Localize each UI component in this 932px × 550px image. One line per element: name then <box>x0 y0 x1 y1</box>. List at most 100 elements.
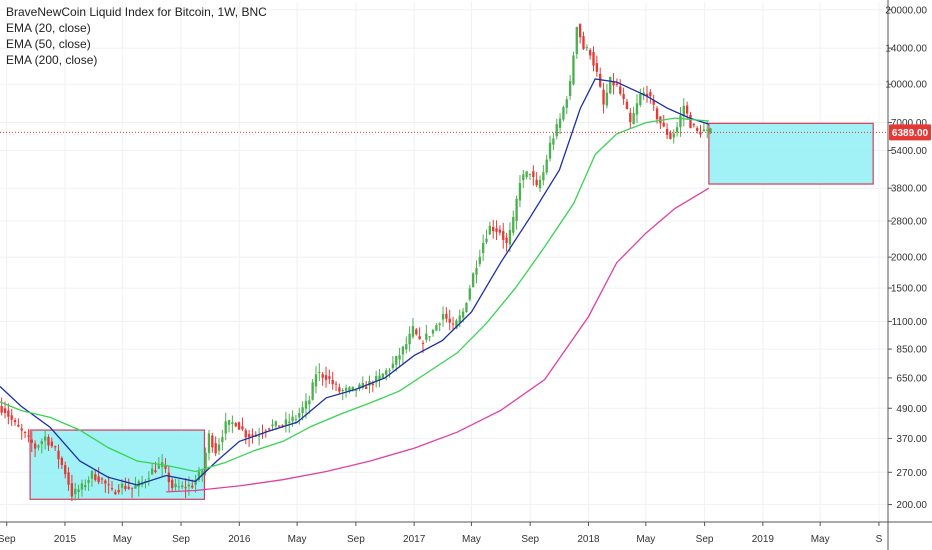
candle-body <box>629 112 632 123</box>
candle-body <box>582 36 585 49</box>
candle-body <box>23 431 27 433</box>
y-tick-label: 10000.00 <box>885 80 927 91</box>
candle-body <box>682 105 685 117</box>
candle-body <box>244 430 247 438</box>
candle-body <box>555 124 558 137</box>
candle-body <box>217 444 221 451</box>
candle-body <box>204 452 207 471</box>
candle-body <box>622 94 625 100</box>
candle-body <box>87 480 90 483</box>
candle-body <box>421 342 425 344</box>
candle-body <box>415 329 418 335</box>
legend-ema-20: EMA (20, close) <box>6 21 91 35</box>
candle-body <box>60 457 64 465</box>
candle-body <box>388 370 391 372</box>
candle-body <box>542 172 545 181</box>
candle-body <box>344 387 348 391</box>
candle-body <box>578 24 582 38</box>
candle-body <box>100 478 104 480</box>
candle-body <box>515 198 518 222</box>
candle-body <box>114 491 117 495</box>
x-tick-label: Sep <box>696 534 714 545</box>
candle-body <box>615 83 619 85</box>
x-tick-label: May <box>636 534 655 545</box>
candle-body <box>575 27 578 55</box>
candle-body <box>522 174 525 181</box>
legend-ema-200: EMA (200, close) <box>6 53 98 67</box>
candle-body <box>57 450 60 460</box>
candle-body <box>328 376 331 379</box>
y-tick-label: 7000.00 <box>891 118 928 129</box>
candle-body <box>107 484 110 486</box>
candle-body <box>224 421 227 434</box>
chart-title: BraveNewCoin Liquid Index for Bitcoin, 1… <box>6 5 267 19</box>
x-tick-label: 2018 <box>577 534 600 545</box>
candle-body <box>147 478 150 480</box>
y-tick-label: 2000.00 <box>891 253 928 264</box>
candle-body <box>54 446 57 448</box>
candle-body <box>538 179 542 189</box>
candle-body <box>94 474 97 481</box>
candle-body <box>167 472 171 483</box>
candle-body <box>588 50 592 56</box>
candle-body <box>675 127 679 133</box>
candle-body <box>27 435 30 437</box>
candle-body <box>234 423 237 427</box>
candle-body <box>74 488 77 495</box>
candle-body <box>408 333 411 345</box>
candle-body <box>401 346 405 355</box>
candle-body <box>418 336 421 340</box>
candle-body <box>221 437 224 443</box>
candle-body <box>525 171 528 178</box>
candle-body <box>512 217 515 233</box>
candle-body <box>67 472 70 485</box>
y-tick-label: 200.00 <box>896 500 927 511</box>
candle-body <box>40 441 43 445</box>
candle-body <box>689 114 692 129</box>
candle-body <box>625 101 629 110</box>
candle-body <box>565 99 568 108</box>
candle-body <box>211 435 214 448</box>
candle-body <box>558 118 562 128</box>
candle-body <box>84 485 87 488</box>
last-price-label: 6389.00 <box>892 128 929 139</box>
candle-body <box>164 465 167 469</box>
candle-body <box>124 485 127 490</box>
candle-body <box>90 471 94 479</box>
candle-body <box>324 375 328 380</box>
candle-body <box>194 480 197 485</box>
y-tick-label: 370.00 <box>896 434 927 445</box>
candle-body <box>445 313 448 319</box>
candle-body <box>268 428 271 430</box>
y-tick-label: 14000.00 <box>885 44 927 55</box>
candle-body <box>130 487 134 489</box>
candle-body <box>134 485 137 489</box>
candle-body <box>398 355 401 360</box>
candle-body <box>695 128 699 131</box>
candle-body <box>247 434 251 437</box>
candle-body <box>281 425 284 427</box>
candle-body <box>692 124 695 126</box>
candle-body <box>431 330 435 334</box>
y-tick-label: 850.00 <box>896 345 927 356</box>
candle-body <box>669 133 672 139</box>
x-tick-label: Sep <box>347 534 365 545</box>
candle-body <box>321 374 324 378</box>
candle-body <box>471 273 475 288</box>
x-tick-label: May <box>113 534 132 545</box>
candle-body <box>364 386 368 389</box>
candle-body <box>672 133 675 138</box>
candle-body <box>30 439 33 443</box>
x-tick-label: May <box>811 534 830 545</box>
candle-body <box>104 480 107 484</box>
candle-body <box>548 142 552 159</box>
candle-body <box>502 231 505 240</box>
candle-body <box>475 268 478 275</box>
candle-body <box>274 421 278 426</box>
candle-body <box>351 386 354 391</box>
candle-body <box>334 383 338 385</box>
candle-body <box>77 489 80 492</box>
candle-body <box>505 237 508 243</box>
